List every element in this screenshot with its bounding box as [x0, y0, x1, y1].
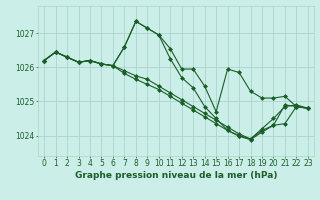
X-axis label: Graphe pression niveau de la mer (hPa): Graphe pression niveau de la mer (hPa) — [75, 171, 277, 180]
